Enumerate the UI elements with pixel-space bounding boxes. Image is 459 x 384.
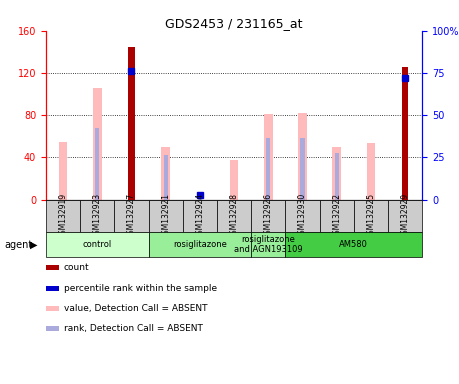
Title: GDS2453 / 231165_at: GDS2453 / 231165_at (165, 17, 303, 30)
Bar (402, 67, 408, 200)
Bar (285, 232, 422, 257)
Bar (93, 88, 101, 200)
Bar (46, 326, 60, 331)
Bar (46, 286, 60, 291)
Bar (163, 156, 168, 200)
Bar (149, 200, 183, 232)
Text: GSM132923: GSM132923 (93, 193, 102, 239)
Bar (162, 147, 170, 200)
Text: AM580: AM580 (339, 240, 368, 249)
Text: percentile rank within the sample: percentile rank within the sample (64, 284, 217, 293)
Text: rosiglitazone
and AGN193109: rosiglitazone and AGN193109 (234, 235, 302, 255)
Bar (46, 232, 149, 257)
Bar (266, 139, 270, 200)
Text: value, Detection Call = ABSENT: value, Detection Call = ABSENT (64, 304, 207, 313)
Bar (46, 200, 80, 232)
Bar (46, 306, 60, 311)
Bar (114, 200, 149, 232)
Bar (367, 143, 375, 200)
Bar (183, 200, 217, 232)
Bar (298, 113, 307, 200)
Bar (388, 200, 422, 232)
Text: ▶: ▶ (30, 240, 37, 250)
Text: rosiglitazone: rosiglitazone (173, 240, 227, 249)
Bar (335, 153, 339, 200)
Text: GSM132928: GSM132928 (230, 193, 239, 239)
Bar (149, 232, 251, 257)
Text: GSM132921: GSM132921 (161, 193, 170, 239)
Text: rank, Detection Call = ABSENT: rank, Detection Call = ABSENT (64, 324, 203, 333)
Text: count: count (64, 263, 90, 272)
Bar (319, 200, 354, 232)
Bar (217, 200, 251, 232)
Bar (332, 147, 341, 200)
Bar (251, 232, 285, 257)
Bar (285, 200, 319, 232)
Bar (301, 139, 305, 200)
Text: GSM132924: GSM132924 (196, 193, 204, 239)
Text: control: control (83, 240, 112, 249)
Bar (230, 160, 238, 200)
Bar (129, 46, 134, 200)
Bar (95, 128, 99, 200)
Bar (264, 114, 273, 200)
Text: GSM132925: GSM132925 (366, 193, 375, 239)
Bar (354, 200, 388, 232)
Text: GSM132929: GSM132929 (401, 193, 410, 239)
Bar (198, 195, 202, 200)
Text: GSM132926: GSM132926 (264, 193, 273, 239)
Text: GSM132930: GSM132930 (298, 193, 307, 239)
Bar (59, 142, 67, 200)
Text: GSM132927: GSM132927 (127, 193, 136, 239)
Text: GSM132922: GSM132922 (332, 193, 341, 239)
Bar (46, 265, 60, 270)
Text: GSM132919: GSM132919 (58, 193, 67, 239)
Bar (80, 200, 114, 232)
Bar (251, 200, 285, 232)
Text: agent: agent (5, 240, 33, 250)
